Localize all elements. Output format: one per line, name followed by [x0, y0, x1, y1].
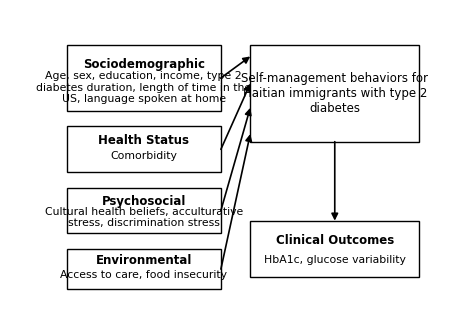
FancyBboxPatch shape [66, 126, 221, 172]
Text: Psychosocial: Psychosocial [101, 195, 186, 208]
FancyBboxPatch shape [250, 221, 419, 277]
FancyBboxPatch shape [250, 45, 419, 142]
Text: Self-management behaviors for
Haitian immigrants with type 2
diabetes: Self-management behaviors for Haitian im… [241, 72, 428, 115]
FancyBboxPatch shape [66, 188, 221, 233]
Text: Clinical Outcomes: Clinical Outcomes [276, 234, 394, 247]
Text: HbA1c, glucose variability: HbA1c, glucose variability [264, 255, 406, 265]
Text: Comorbidity: Comorbidity [110, 151, 177, 161]
Text: Environmental: Environmental [96, 255, 192, 267]
Text: Age, sex, education, income, type 2
diabetes duration, length of time in the
US,: Age, sex, education, income, type 2 diab… [36, 71, 251, 105]
FancyBboxPatch shape [66, 45, 221, 111]
Text: Health Status: Health Status [98, 134, 189, 147]
FancyBboxPatch shape [66, 249, 221, 290]
Text: Cultural health beliefs, acculturative
stress, discrimination stress: Cultural health beliefs, acculturative s… [45, 207, 243, 228]
Text: Access to care, food insecurity: Access to care, food insecurity [60, 270, 227, 280]
Text: Sociodemographic: Sociodemographic [83, 58, 205, 71]
